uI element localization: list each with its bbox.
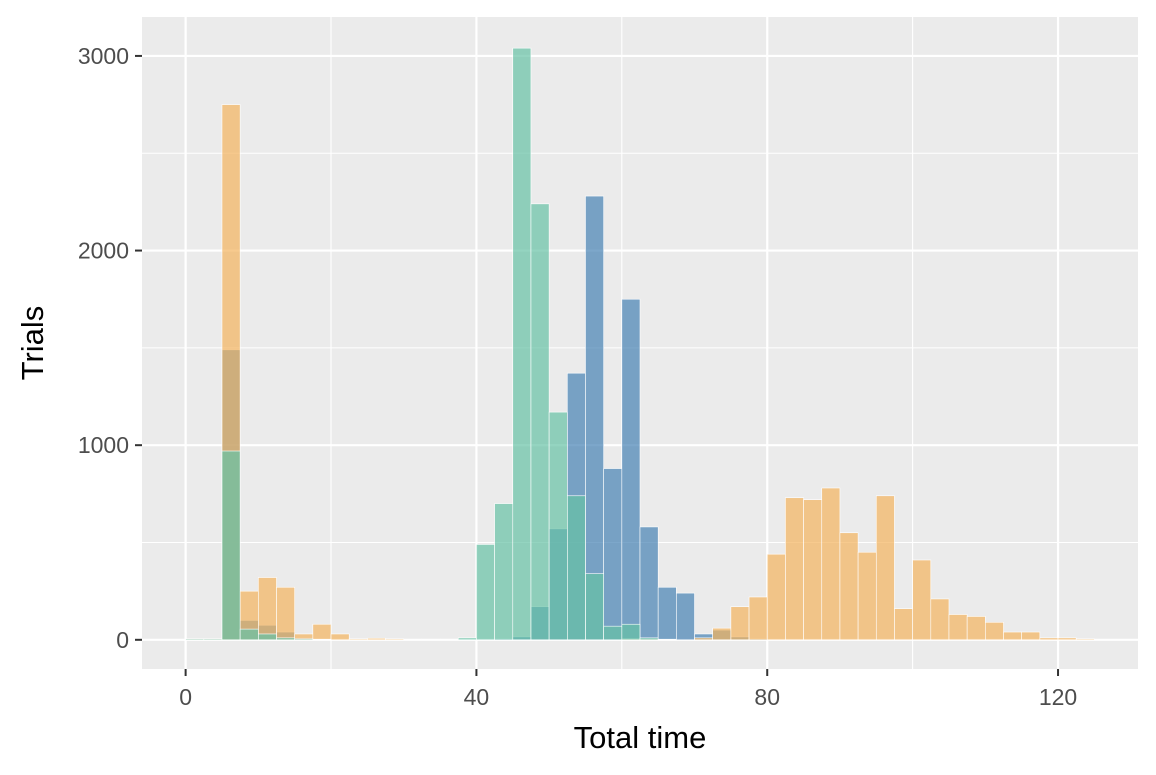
histogram-bar [258,633,277,641]
histogram-bar [676,592,695,641]
histogram-bar [367,637,386,641]
x-tick-label: 40 [464,684,490,710]
histogram-bar [930,598,950,641]
histogram-bar [748,596,768,641]
y-tick-label: 3000 [78,43,129,69]
histogram-bar [730,606,750,641]
histogram-bar [912,559,932,641]
histogram-bar [712,627,732,641]
y-axis-ticks: 0 1000 2000 3000 [78,43,142,653]
histogram-bar [1039,637,1059,641]
histogram-bar [457,637,477,641]
histogram-bar [530,203,550,641]
histogram-bar [585,195,604,641]
histogram-bar [639,526,659,641]
histogram-bars [185,47,1095,641]
histogram-bar [185,638,205,641]
y-axis-label: Trials [15,306,50,381]
histogram-bar [875,495,895,641]
histogram-bar [603,625,623,641]
histogram-bar [585,573,604,641]
x-tick-label: 0 [179,684,192,710]
histogram-bar [603,468,623,641]
histogram-bar [294,638,314,641]
histogram-bar [1057,637,1077,641]
histogram-bar [385,638,405,641]
histogram-bar [276,586,295,641]
histogram-bar [239,628,259,641]
histogram-bar [203,638,223,641]
histogram-bar [821,487,841,641]
y-tick-label: 0 [116,627,129,653]
histogram-bar [948,614,968,641]
histogram-bar [785,497,804,641]
histogram-bar [1075,638,1095,641]
histogram-bar [657,638,677,641]
histogram-bar [494,503,514,641]
x-axis-ticks: 0 40 80 120 [179,669,1077,710]
histogram-bar [966,616,986,641]
histogram-bar [312,623,332,641]
histogram-bar [839,532,859,641]
histogram-bar [894,608,913,641]
histogram-bar [258,577,277,641]
histogram-bar [621,298,641,641]
histogram-bar [421,638,441,641]
histogram-bar [621,623,641,641]
series-3 [185,47,677,641]
histogram-bar [221,450,241,641]
histogram-bar [657,586,677,641]
histogram-bar [276,637,295,641]
histogram-bar [512,47,532,641]
histogram-bar [1021,631,1041,641]
histogram-bar [1003,631,1022,641]
histogram-bar [566,495,586,641]
x-tick-label: 80 [754,684,780,710]
histogram-bar [312,638,332,641]
histogram-bar [403,638,423,641]
y-tick-label: 2000 [78,238,129,264]
histogram-bar [985,621,1004,641]
y-tick-label: 1000 [78,432,129,458]
histogram-bar [348,638,368,641]
x-tick-label: 120 [1039,684,1077,710]
histogram-bar [639,637,659,641]
histogram-bar [439,638,459,641]
histogram-bar [766,553,786,641]
histogram-bar [694,637,714,641]
histogram-bar [548,411,568,641]
histogram-bar [857,551,877,641]
histogram-bar [803,499,823,641]
histogram-bar [476,544,495,641]
x-axis-label: Total time [574,720,707,755]
histogram-bar [330,633,350,641]
